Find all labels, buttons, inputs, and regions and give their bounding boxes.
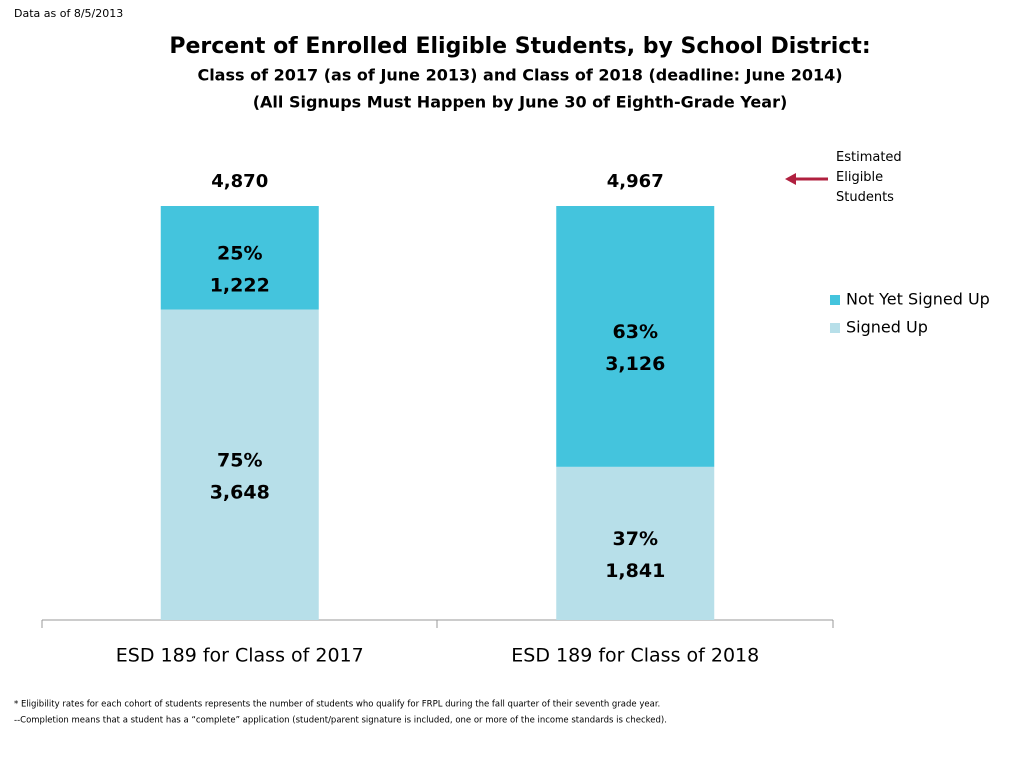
bar-segment bbox=[556, 206, 715, 467]
percent-label: 63% bbox=[613, 321, 658, 343]
bar-segment bbox=[160, 309, 319, 620]
count-label: 1,841 bbox=[605, 560, 665, 582]
total-label: 4,870 bbox=[211, 171, 268, 192]
legend-label: Not Yet Signed Up bbox=[846, 290, 990, 309]
percent-label: 25% bbox=[217, 242, 262, 264]
percent-label: 37% bbox=[613, 528, 658, 550]
count-label: 3,648 bbox=[210, 481, 270, 503]
x-tick-label: ESD 189 for Class of 2018 bbox=[511, 645, 759, 667]
legend-label: Signed Up bbox=[846, 318, 928, 337]
chart-subtitle: Class of 2017 (as of June 2013) and Clas… bbox=[197, 66, 842, 85]
totals-annotation: Estimated Eligible Students bbox=[836, 150, 902, 205]
legend-swatch bbox=[830, 295, 840, 305]
chart-subtitle: (All Signups Must Happen by June 30 of E… bbox=[253, 93, 788, 112]
total-label: 4,967 bbox=[607, 171, 664, 192]
bar-segment bbox=[160, 206, 319, 310]
percent-label: 75% bbox=[217, 449, 262, 471]
legend-swatch bbox=[830, 323, 840, 333]
footnote: --Completion means that a student has a … bbox=[14, 716, 667, 726]
x-tick-label: ESD 189 for Class of 2017 bbox=[116, 645, 364, 667]
annotation-box: Estimated Eligible Students bbox=[836, 150, 902, 205]
bar-segment bbox=[556, 466, 715, 620]
data-date-note: Data as of 8/5/2013 bbox=[14, 7, 123, 20]
footnote: * Eligibility rates for each cohort of s… bbox=[14, 700, 660, 710]
count-label: 3,126 bbox=[605, 353, 665, 375]
annotation-arrowhead bbox=[785, 173, 796, 185]
count-label: 1,222 bbox=[210, 274, 270, 296]
chart-title: Percent of Enrolled Eligible Students, b… bbox=[169, 34, 870, 59]
